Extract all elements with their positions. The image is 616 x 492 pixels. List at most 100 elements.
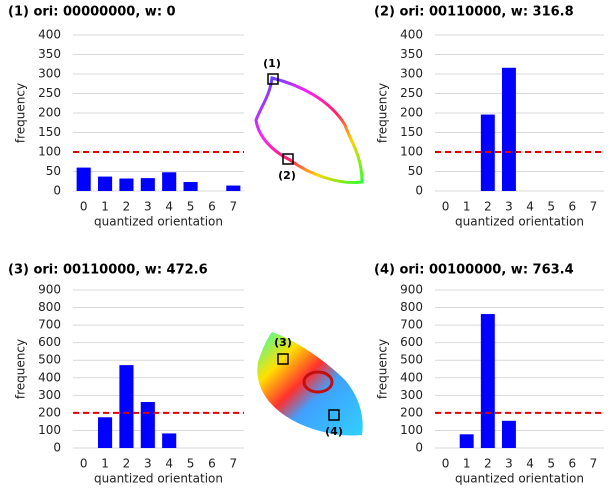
sketch-label: (4) xyxy=(325,425,343,438)
y-tick-label: 250 xyxy=(38,86,61,100)
y-tick-label: 700 xyxy=(400,318,423,332)
x-tick-label: 6 xyxy=(568,200,576,214)
y-tick-label: 900 xyxy=(400,283,423,297)
bar xyxy=(98,417,113,448)
chart: (4) ori: 00100000, w: 763.4 0 100 200 300 400… xyxy=(374,263,604,486)
x-tick-label: 0 xyxy=(80,457,88,471)
bar xyxy=(98,176,113,191)
x-tick-label: 5 xyxy=(187,200,195,214)
y-tick-label: 100 xyxy=(38,145,61,159)
x-tick-label: 7 xyxy=(229,200,237,214)
bar xyxy=(459,434,474,448)
chart: (2) ori: 00110000, w: 316.8 0 50 100 150 200 2… xyxy=(374,5,604,229)
x-tick-label: 5 xyxy=(187,457,195,471)
x-axis-label: quantized orientation xyxy=(94,215,223,229)
chart: (3) ori: 00110000, w: 472.6 0 100 200 300 400… xyxy=(8,263,244,486)
x-tick-label: 6 xyxy=(208,200,216,214)
x-tick-label: 0 xyxy=(442,457,450,471)
x-tick-label: 1 xyxy=(463,200,471,214)
x-tick-label: 0 xyxy=(80,200,88,214)
x-tick-label: 7 xyxy=(590,200,598,214)
bar xyxy=(480,314,495,448)
x-tick-label: 3 xyxy=(144,200,152,214)
bar xyxy=(226,185,241,191)
x-axis-label: quantized orientation xyxy=(455,215,584,229)
y-tick-label: 600 xyxy=(400,335,423,349)
x-axis-label: quantized orientation xyxy=(94,472,223,486)
sketch-label: (1) xyxy=(263,57,281,70)
sketch-label: (3) xyxy=(274,336,292,349)
sketch-bottom: (3) (4) xyxy=(257,332,363,438)
y-tick-label: 900 xyxy=(38,283,61,297)
y-tick-label: 300 xyxy=(400,67,423,81)
y-tick-label: 800 xyxy=(38,300,61,314)
x-tick-label: 5 xyxy=(547,200,555,214)
y-tick-label: 400 xyxy=(38,28,61,42)
y-tick-label: 150 xyxy=(38,125,61,139)
x-tick-label: 4 xyxy=(526,200,534,214)
bar xyxy=(501,67,516,191)
y-tick-label: 0 xyxy=(53,184,61,198)
y-tick-label: 800 xyxy=(400,300,423,314)
bar xyxy=(183,182,198,191)
y-tick-label: 200 xyxy=(400,106,423,120)
y-tick-label: 0 xyxy=(53,441,61,455)
y-tick-label: 500 xyxy=(38,353,61,367)
y-axis-label: frequency xyxy=(14,339,28,399)
x-tick-label: 4 xyxy=(165,457,173,471)
y-tick-label: 100 xyxy=(400,145,423,159)
bar xyxy=(501,420,516,448)
y-tick-label: 200 xyxy=(38,405,61,419)
y-tick-label: 50 xyxy=(408,164,423,178)
x-tick-label: 5 xyxy=(547,457,555,471)
x-tick-label: 3 xyxy=(144,457,152,471)
y-tick-label: 250 xyxy=(400,86,423,100)
bar xyxy=(119,365,134,448)
y-tick-label: 400 xyxy=(400,370,423,384)
y-tick-label: 300 xyxy=(38,388,61,402)
chart-title: (4) ori: 00100000, w: 763.4 xyxy=(374,263,574,278)
x-tick-label: 3 xyxy=(505,457,513,471)
y-axis-label: frequency xyxy=(14,83,28,143)
x-tick-label: 4 xyxy=(165,200,173,214)
y-tick-label: 350 xyxy=(38,47,61,61)
x-tick-label: 7 xyxy=(590,457,598,471)
x-tick-label: 1 xyxy=(101,200,109,214)
y-tick-label: 300 xyxy=(400,388,423,402)
y-axis-label: frequency xyxy=(376,339,390,399)
x-tick-label: 2 xyxy=(123,457,131,471)
y-tick-label: 400 xyxy=(38,370,61,384)
x-tick-label: 1 xyxy=(463,457,471,471)
x-tick-label: 7 xyxy=(229,457,237,471)
x-tick-label: 4 xyxy=(526,457,534,471)
x-tick-label: 2 xyxy=(484,457,492,471)
y-tick-label: 200 xyxy=(38,106,61,120)
y-tick-label: 150 xyxy=(400,125,423,139)
x-tick-label: 1 xyxy=(101,457,109,471)
y-tick-label: 100 xyxy=(38,423,61,437)
y-tick-label: 500 xyxy=(400,353,423,367)
y-tick-label: 50 xyxy=(46,164,61,178)
x-tick-label: 2 xyxy=(484,200,492,214)
chart-title: (2) ori: 00110000, w: 316.8 xyxy=(374,5,574,20)
x-tick-label: 3 xyxy=(505,200,513,214)
sketch-top: (1) (2) xyxy=(254,57,364,185)
bar xyxy=(162,433,177,448)
y-tick-label: 0 xyxy=(415,441,423,455)
bar xyxy=(119,178,134,191)
chart: (1) ori: 00000000, w: 005010015020025030… xyxy=(8,5,244,229)
y-tick-label: 350 xyxy=(400,47,423,61)
chart-title: (3) ori: 00110000, w: 472.6 xyxy=(8,263,208,278)
bar xyxy=(140,178,155,191)
y-tick-label: 600 xyxy=(38,335,61,349)
x-tick-label: 6 xyxy=(568,457,576,471)
y-tick-label: 400 xyxy=(400,28,423,42)
x-tick-label: 2 xyxy=(123,200,131,214)
bar xyxy=(140,402,155,448)
bar xyxy=(76,167,91,191)
x-axis-label: quantized orientation xyxy=(455,472,584,486)
y-tick-label: 700 xyxy=(38,318,61,332)
y-tick-label: 0 xyxy=(415,184,423,198)
y-tick-label: 300 xyxy=(38,67,61,81)
